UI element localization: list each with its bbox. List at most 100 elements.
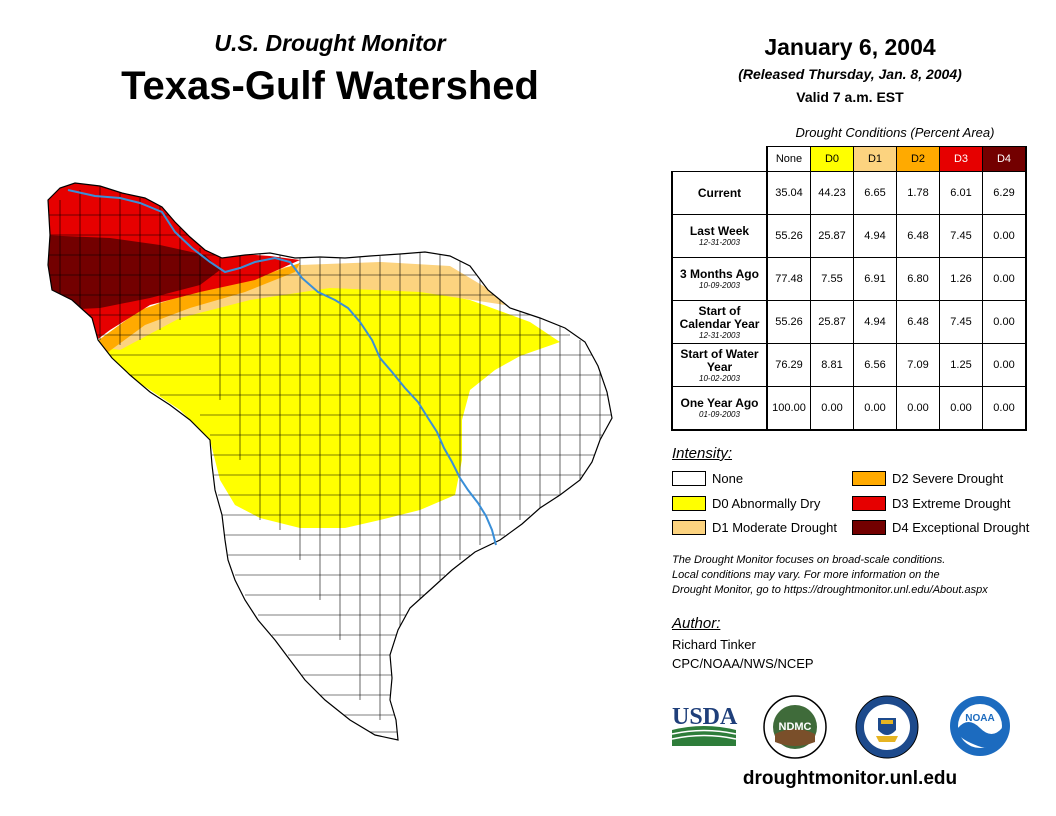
- legend-swatch: [672, 520, 706, 535]
- cell-d3: 6.01: [939, 171, 983, 215]
- d0-abnormally-dry-area: [90, 288, 560, 528]
- cell-none: 55.26: [766, 214, 811, 258]
- release-date: (Released Thursday, Jan. 8, 2004): [738, 66, 962, 82]
- cell-d1: 6.56: [853, 343, 897, 387]
- legend-label: D1 Moderate Drought: [712, 520, 838, 535]
- footer-url-link[interactable]: droughtmonitor.unl.edu: [742, 768, 958, 789]
- legend-swatch: [852, 496, 886, 511]
- cell-d3: 0.00: [939, 386, 983, 431]
- cell-d0: 8.81: [810, 343, 854, 387]
- cell-none: 77.48: [766, 257, 811, 301]
- table-row: Last Week 12-31-2003 55.26 25.87 4.94 6.4…: [671, 214, 1027, 258]
- table-row: Start of Calendar Year 12-31-2003 55.26 2…: [671, 300, 1027, 344]
- row-label: Start of Water Year 10-02-2003: [671, 343, 768, 387]
- cell-d2: 6.48: [896, 214, 940, 258]
- disclaimer-note: The Drought Monitor focuses on broad-sca…: [672, 553, 1052, 598]
- map-title: Texas-Gulf Watershed: [121, 64, 539, 108]
- svg-text:NOAA: NOAA: [965, 713, 994, 724]
- map-subtitle: U.S. Drought Monitor: [214, 30, 446, 56]
- legend-label: None: [712, 471, 744, 486]
- svg-text:NDMC: NDMC: [779, 721, 812, 733]
- note-line: Drought Monitor, go to https://droughtmo…: [672, 584, 988, 596]
- drought-conditions-table: None D0 D1 D2 D3 D4 Current 35.04 44.23 …: [671, 146, 1027, 431]
- table-caption: Drought Conditions (Percent Area): [795, 125, 995, 140]
- note-line: The Drought Monitor focuses on broad-sca…: [672, 554, 946, 566]
- cell-d2: 0.00: [896, 386, 940, 431]
- row-label: One Year Ago 01-09-2003: [671, 386, 768, 431]
- cell-d4: 0.00: [982, 214, 1027, 258]
- col-d3: D3: [939, 146, 983, 172]
- legend-item-d3: D3 Extreme Drought: [852, 496, 1011, 511]
- row-label: Start of Calendar Year 12-31-2003: [671, 300, 768, 344]
- ndmc-logo: NDMC: [763, 695, 827, 759]
- cell-d2: 6.48: [896, 300, 940, 344]
- cell-d2: 1.78: [896, 171, 940, 215]
- map-date: January 6, 2004: [764, 34, 936, 60]
- cell-none: 55.26: [766, 300, 811, 344]
- author-heading: Author:: [672, 615, 721, 632]
- legend-swatch: [672, 496, 706, 511]
- cell-d3: 7.45: [939, 300, 983, 344]
- author-name: Richard Tinker: [672, 637, 756, 652]
- table-row: One Year Ago 01-09-2003 100.00 0.00 0.00 …: [671, 386, 1027, 431]
- legend-item-d0: D0 Abnormally Dry: [672, 496, 820, 511]
- cell-d3: 1.25: [939, 343, 983, 387]
- legend-swatch: [852, 520, 886, 535]
- table-row: Start of Water Year 10-02-2003 76.29 8.81…: [671, 343, 1027, 387]
- col-none: None: [766, 146, 811, 172]
- legend-item-d1: D1 Moderate Drought: [672, 520, 837, 535]
- legend-label: D2 Severe Drought: [892, 471, 1004, 486]
- valid-time: Valid 7 a.m. EST: [796, 89, 904, 105]
- legend-swatch: [852, 471, 886, 486]
- author-organization: CPC/NOAA/NWS/NCEP: [672, 656, 814, 671]
- river: [67, 189, 497, 546]
- legend-item-d2: D2 Severe Drought: [852, 471, 1003, 486]
- table-corner: [672, 147, 767, 172]
- legend-swatch: [672, 471, 706, 486]
- col-d4: D4: [982, 146, 1027, 172]
- row-label: Last Week 12-31-2003: [671, 214, 768, 258]
- legend-item-none: None: [672, 471, 743, 486]
- cell-d4: 0.00: [982, 257, 1027, 301]
- cell-d0: 44.23: [810, 171, 854, 215]
- cell-d1: 6.91: [853, 257, 897, 301]
- d1-moderate-drought-area: [90, 262, 505, 350]
- cell-d2: 6.80: [896, 257, 940, 301]
- cell-none: 35.04: [766, 171, 811, 215]
- cell-d0: 0.00: [810, 386, 854, 431]
- table-row: Current 35.04 44.23 6.65 1.78 6.01 6.29: [671, 171, 1027, 215]
- cell-d0: 25.87: [810, 300, 854, 344]
- cell-d4: 0.00: [982, 386, 1027, 431]
- legend-label: D4 Exceptional Drought: [892, 520, 1030, 535]
- noaa-logo: NOAA: [950, 696, 1010, 756]
- cell-none: 100.00: [766, 386, 811, 431]
- row-label: 3 Months Ago 10-09-2003: [671, 257, 768, 301]
- note-line: Local conditions may vary. For more info…: [672, 569, 940, 581]
- table-header-row: None D0 D1 D2 D3 D4: [672, 146, 1027, 172]
- table-row: 3 Months Ago 10-09-2003 77.48 7.55 6.91 6…: [671, 257, 1027, 301]
- cell-d0: 25.87: [810, 214, 854, 258]
- legend-title: Intensity:: [672, 445, 733, 462]
- d2-severe-drought-area: [85, 263, 300, 358]
- county-boundaries: [48, 186, 612, 740]
- cell-d1: 6.65: [853, 171, 897, 215]
- col-d1: D1: [853, 146, 897, 172]
- watershed-map: [47, 182, 613, 741]
- cell-d3: 1.26: [939, 257, 983, 301]
- cell-d0: 7.55: [810, 257, 854, 301]
- cell-d4: 0.00: [982, 300, 1027, 344]
- cell-d1: 4.94: [853, 214, 897, 258]
- legend-label: D0 Abnormally Dry: [712, 496, 821, 511]
- cell-d4: 0.00: [982, 343, 1027, 387]
- svg-text:USDA: USDA: [672, 704, 738, 730]
- usda-logo: USDA: [671, 704, 738, 746]
- cell-none: 76.29: [766, 343, 811, 387]
- watershed-outline: [47, 182, 613, 741]
- legend-item-d4: D4 Exceptional Drought: [852, 520, 1029, 535]
- cell-d1: 0.00: [853, 386, 897, 431]
- cell-d4: 6.29: [982, 171, 1027, 215]
- legend-label: D3 Extreme Drought: [892, 496, 1011, 511]
- cell-d1: 4.94: [853, 300, 897, 344]
- cell-d3: 7.45: [939, 214, 983, 258]
- col-d0: D0: [810, 146, 854, 172]
